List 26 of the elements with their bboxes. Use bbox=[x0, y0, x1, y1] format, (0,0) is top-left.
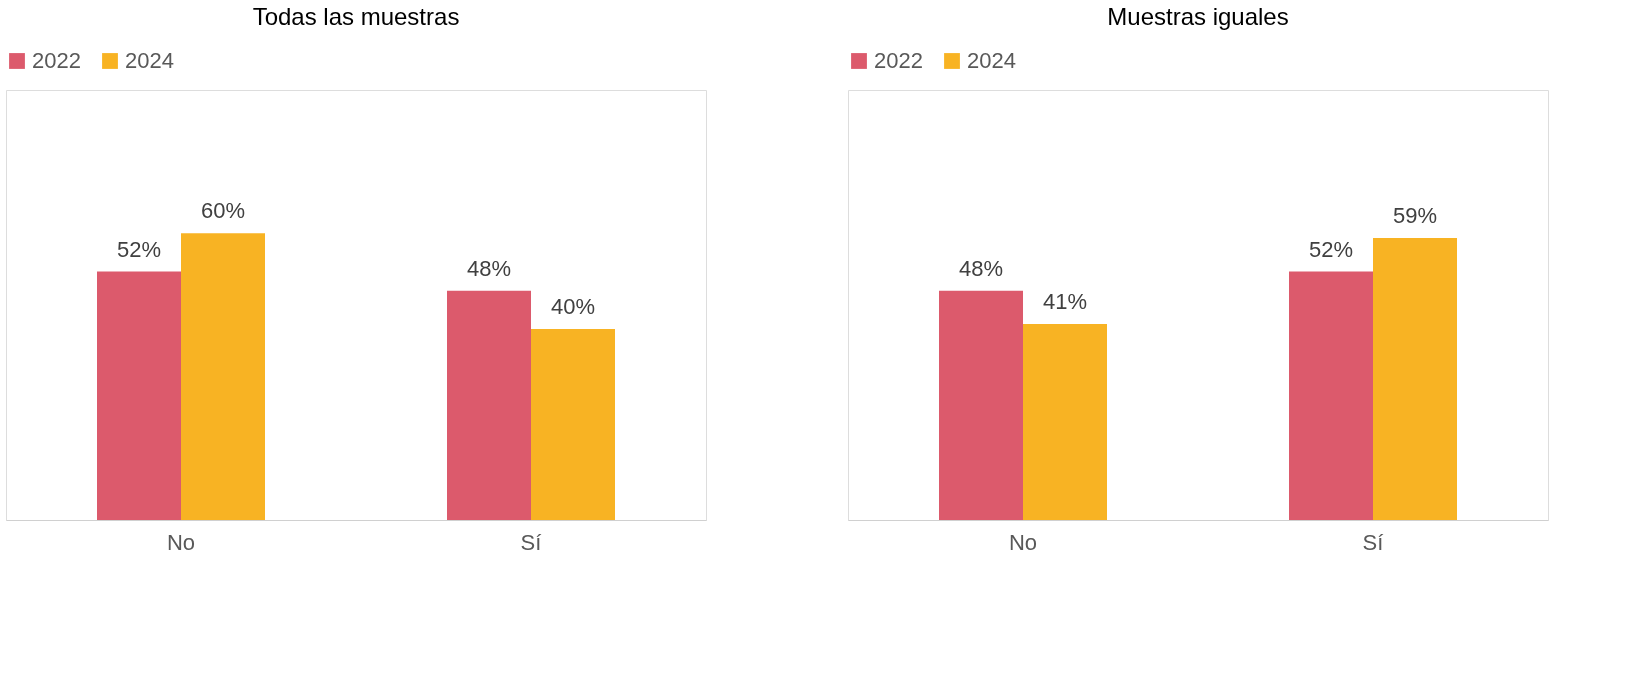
chart-title: Todas las muestras bbox=[252, 3, 460, 30]
x-tick-label: Sí bbox=[520, 529, 542, 555]
legend-label: 2022 bbox=[32, 48, 81, 73]
bar bbox=[1373, 238, 1457, 520]
data-label: 41% bbox=[1042, 289, 1088, 315]
bar bbox=[1023, 324, 1107, 520]
legend-label: 2024 bbox=[967, 48, 1016, 73]
bar bbox=[447, 290, 531, 520]
data-label: 52% bbox=[116, 236, 162, 262]
x-tick-label: No bbox=[166, 529, 196, 555]
legend-label: 2022 bbox=[874, 48, 923, 73]
data-label: 48% bbox=[958, 255, 1004, 281]
data-label: 40% bbox=[550, 293, 596, 319]
bar bbox=[1289, 271, 1373, 520]
legend-label: 2024 bbox=[125, 48, 174, 73]
data-label: 52% bbox=[1308, 236, 1354, 262]
bar bbox=[531, 328, 615, 520]
x-tick-label: Sí bbox=[1362, 529, 1384, 555]
x-tick-label: No bbox=[1008, 529, 1038, 555]
data-label: 48% bbox=[466, 255, 512, 281]
bar bbox=[181, 233, 265, 520]
chart-title: Muestras iguales bbox=[1107, 3, 1289, 30]
data-label: 60% bbox=[200, 198, 246, 224]
data-label: 59% bbox=[1392, 203, 1438, 229]
bar bbox=[939, 290, 1023, 520]
bar bbox=[97, 271, 181, 520]
